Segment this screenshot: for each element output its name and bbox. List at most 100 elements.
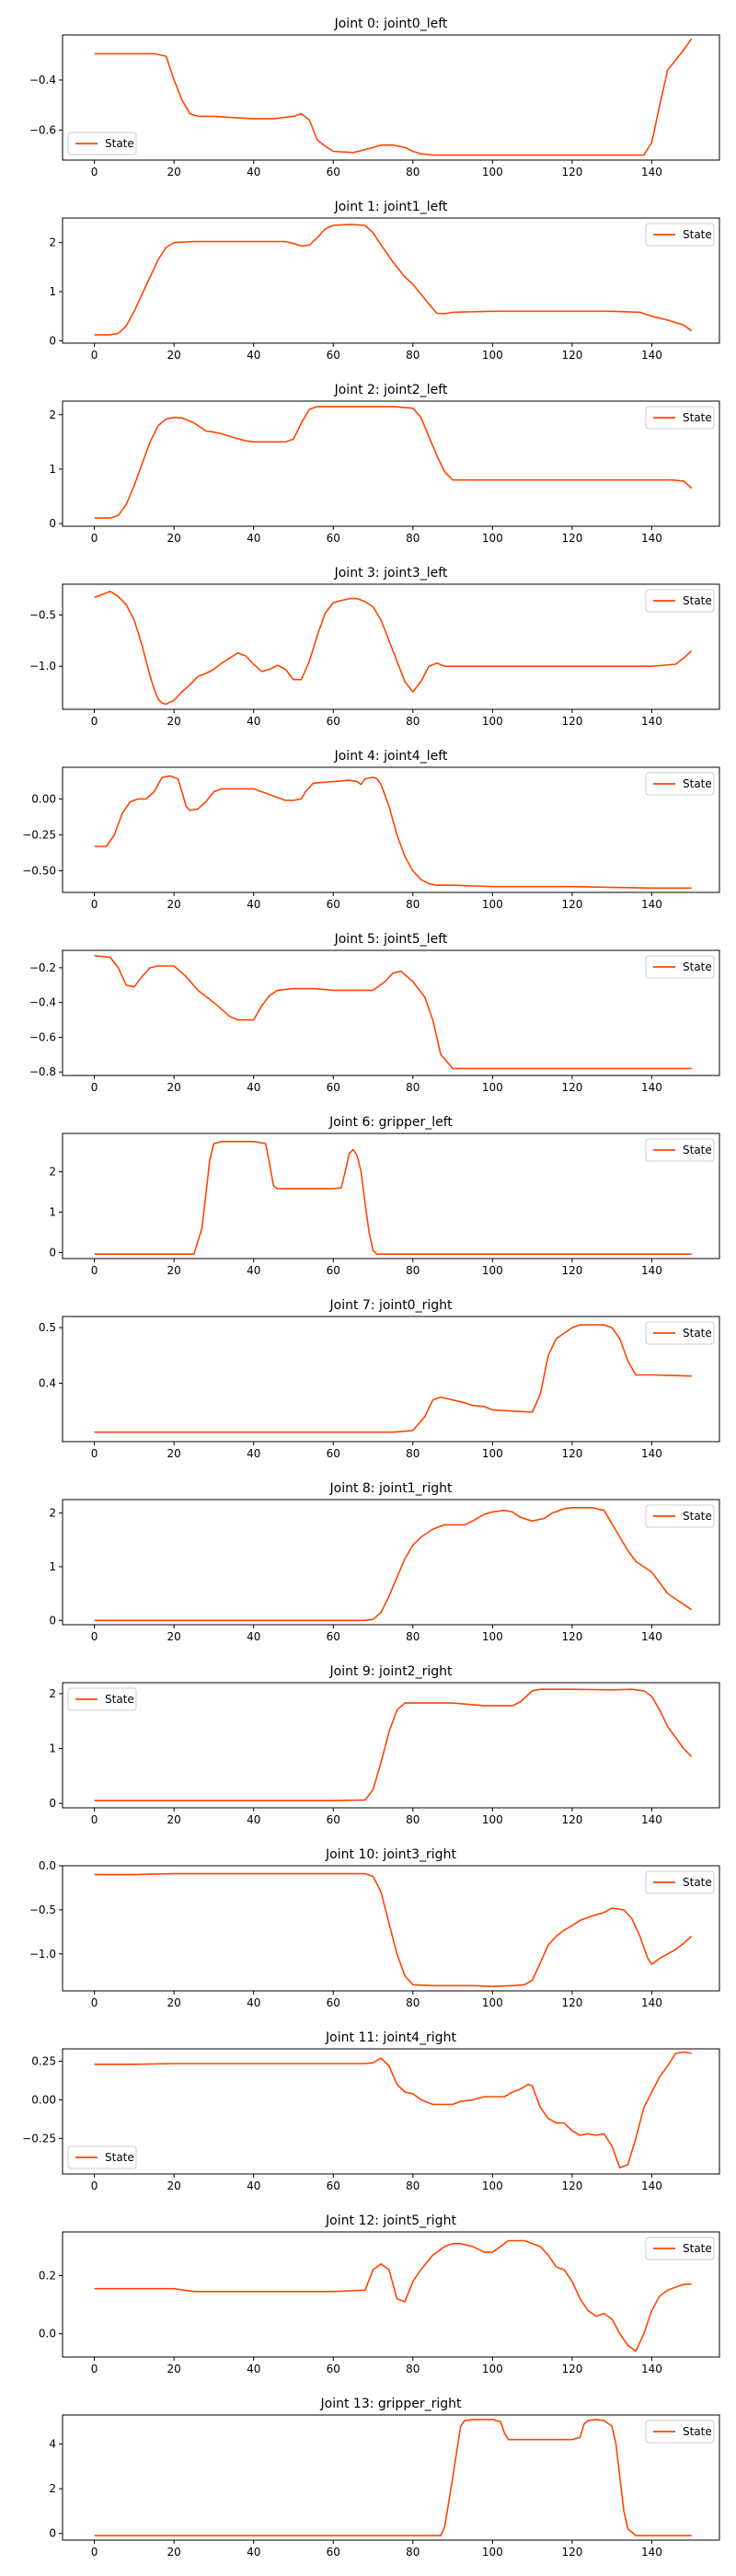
x-tick-label: 0: [91, 1447, 98, 1460]
series-line-state: [94, 954, 692, 1070]
plot-frame: [62, 949, 720, 1076]
legend-label: State: [683, 960, 712, 973]
y-tick-label: 0: [49, 517, 56, 530]
legend: State: [67, 132, 137, 155]
x-tick-label: 140: [641, 1264, 662, 1277]
series-line-state: [94, 590, 693, 706]
y-tick-label: 0.2: [39, 2269, 56, 2282]
series-line-state: [94, 406, 693, 519]
chart-panel-10: Joint 10: joint3_right 0 20 40 60 80 100 120 140…: [29, 1847, 720, 2009]
chart-panel-9: Joint 9: joint2_right 0 20 40 60 80 100 120 140 0…: [49, 1664, 720, 1826]
x-tick-label: 100: [482, 1081, 503, 1094]
x-tick-label: 80: [406, 166, 420, 178]
x-tick-label: 120: [561, 349, 582, 362]
x-tick-label: 140: [641, 2363, 662, 2375]
series-line-state: [94, 1140, 692, 1255]
legend-box: [645, 1870, 715, 1894]
x-tick-label: 120: [561, 1264, 582, 1277]
x-tick-label: 60: [327, 1996, 340, 2009]
x-tick-label: 80: [406, 349, 420, 362]
legend-box: [645, 955, 715, 979]
legend-box: [645, 772, 715, 796]
x-tick-label: 120: [561, 532, 582, 545]
series-line-state: [94, 2419, 692, 2536]
series-line-state: [94, 2051, 692, 2169]
legend-box: [645, 589, 715, 613]
chart-title: Joint 0: joint0_left: [334, 17, 448, 31]
x-tick-label: 140: [641, 166, 662, 178]
plot-frame: [62, 217, 720, 344]
x-tick-label: 0: [91, 532, 98, 545]
legend-label: State: [105, 137, 134, 150]
x-tick-label: 80: [406, 1447, 420, 1460]
x-tick-label: 20: [167, 1081, 181, 1094]
x-tick-label: 0: [91, 349, 98, 362]
x-tick-label: 40: [247, 2363, 260, 2375]
x-tick-label: 100: [482, 349, 503, 362]
x-tick-label: 20: [167, 166, 181, 178]
y-tick-label: −0.4: [29, 996, 56, 1009]
x-tick-label: 0: [91, 898, 98, 911]
chart-panel-6: Joint 6: gripper_left 0 20 40 60 80 100 120 140 0…: [49, 1115, 720, 1277]
y-tick-label: 0.00: [31, 792, 56, 805]
y-tick-label: −1.0: [29, 1948, 56, 1961]
chart-panel-8: Joint 8: joint1_right 0 20 40 60 80 100 120 140 0…: [49, 1481, 720, 1643]
chart-panel-12: Joint 12: joint5_right 0 20 40 60 80 100 120 140…: [39, 2214, 720, 2375]
legend: State: [645, 589, 715, 613]
legend: State: [645, 2237, 715, 2260]
legend: State: [645, 955, 715, 979]
x-tick-label: 40: [247, 349, 260, 362]
x-tick-label: 100: [482, 1996, 503, 2009]
chart-title: Joint 13: gripper_right: [320, 2397, 462, 2411]
plot-frame: [62, 2048, 720, 2175]
y-tick-label: 0.25: [31, 2054, 56, 2067]
x-tick-label: 120: [561, 2363, 582, 2375]
x-tick-label: 40: [247, 2546, 260, 2559]
x-tick-label: 140: [641, 2179, 662, 2192]
plot-frame: [62, 34, 720, 161]
x-tick-label: 80: [406, 2179, 420, 2192]
x-tick-label: 0: [91, 1630, 98, 1643]
legend-box: [67, 1687, 137, 1711]
x-tick-label: 140: [641, 532, 662, 545]
x-tick-label: 60: [327, 898, 340, 911]
x-tick-label: 100: [482, 2179, 503, 2192]
legend-label: State: [683, 1327, 712, 1340]
plot-frame: [62, 1133, 720, 1259]
chart-title: Joint 6: gripper_left: [328, 1115, 453, 1130]
chart-panel-1: Joint 1: joint1_left 0 20 40 60 80 100 120 140 0 1…: [49, 200, 720, 362]
y-tick-label: 0.0: [39, 1859, 56, 1872]
y-tick-label: −0.2: [29, 961, 56, 974]
y-tick-label: −0.25: [22, 2132, 56, 2145]
chart-title: Joint 10: joint3_right: [325, 1847, 456, 1862]
legend-label: State: [105, 2151, 134, 2164]
chart-title: Joint 4: joint4_left: [334, 749, 448, 764]
legend-box: [67, 2145, 137, 2169]
x-tick-label: 0: [91, 2363, 98, 2375]
chart-title: Joint 11: joint4_right: [325, 2030, 456, 2045]
legend: State: [67, 1687, 137, 1711]
legend-label: State: [683, 1510, 712, 1523]
x-tick-label: 100: [482, 1264, 503, 1277]
x-tick-label: 0: [91, 1996, 98, 2009]
legend: State: [67, 2145, 137, 2169]
legend: State: [645, 1870, 715, 1894]
x-tick-label: 100: [482, 715, 503, 728]
x-tick-label: 60: [327, 715, 340, 728]
x-tick-label: 60: [327, 349, 340, 362]
x-tick-label: 80: [406, 2363, 420, 2375]
legend-label: State: [683, 594, 712, 607]
x-tick-label: 80: [406, 1813, 420, 1826]
chart-panel-7: Joint 7: joint0_right 0 20 40 60 80 100 120 140 0…: [39, 1298, 720, 1460]
x-tick-label: 0: [91, 1081, 98, 1094]
legend-label: State: [683, 1144, 712, 1156]
series-line-state: [94, 1506, 693, 1622]
series-line-state: [94, 38, 693, 156]
x-tick-label: 140: [641, 2546, 662, 2559]
chart-panel-0: Joint 0: joint0_left 0 20 40 60 80 100 120 140 −0…: [29, 17, 720, 178]
x-tick-label: 40: [247, 1081, 260, 1094]
x-tick-label: 120: [561, 715, 582, 728]
y-tick-label: 1: [49, 1560, 56, 1573]
x-tick-label: 60: [327, 1081, 340, 1094]
